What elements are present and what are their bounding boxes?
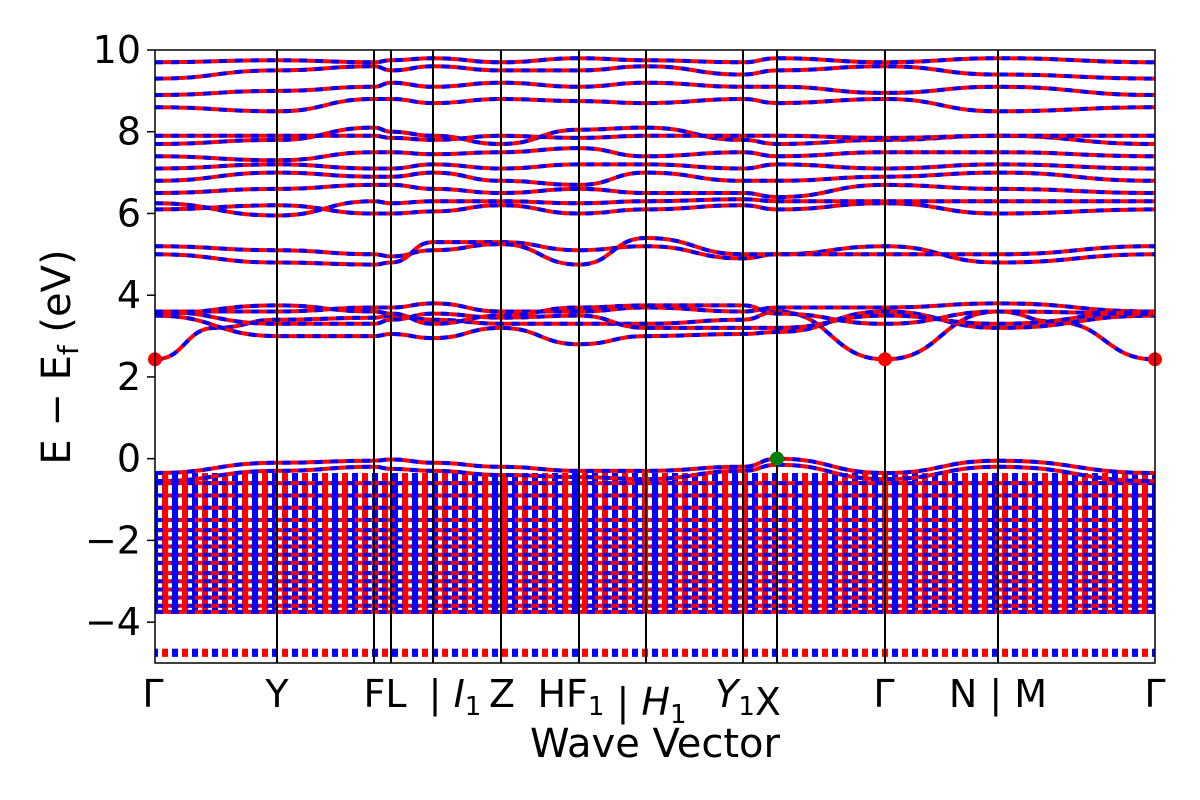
extrema-markers [148, 352, 1162, 466]
y-tick-label: −4 [85, 600, 141, 644]
x-tick-label: Y1X [715, 672, 781, 724]
x-tick-label-part: N | M [949, 672, 1047, 717]
y-tick-label: 0 [117, 437, 141, 481]
x-tick-label-part: Γ [142, 672, 163, 716]
plot-frame [154, 49, 1156, 664]
x-axis-label: Wave Vector [530, 721, 781, 767]
conduction-band-up [155, 235, 1155, 267]
x-tick-label-part: Z [489, 672, 515, 716]
x-tick-label: N | M [949, 672, 1047, 717]
x-tick-label-part: Γ [1144, 672, 1165, 716]
conduction-band-down [155, 303, 1155, 326]
x-tick-label-part: H [537, 672, 566, 716]
valence-band-manifold [155, 456, 1155, 614]
x-tick-label: HF1 | H1 [537, 672, 686, 730]
conduction-band-down [155, 201, 1155, 216]
x-tick-label-part: X [755, 680, 781, 724]
plot-area [155, 56, 1155, 657]
y-tick-label: 10 [93, 28, 141, 72]
x-tick-label-part: Y [264, 672, 289, 716]
y-axis-label-main: E − E [34, 355, 80, 465]
x-tick-label-part: Γ [873, 672, 894, 716]
conduction-band-down [155, 162, 1155, 171]
x-tick-label-part: 1 [465, 692, 482, 722]
x-tick-label-part: 1 [670, 700, 687, 730]
x-tick-label-part: H [641, 680, 670, 724]
conduction-band-down [155, 56, 1155, 65]
y-axis-label-subscript: f [52, 344, 85, 355]
deep-band [155, 648, 1155, 657]
conduction-band-down [155, 133, 1155, 142]
y-axis-ticks: −4 −2 0 2 4 6 8 10 [85, 28, 155, 644]
x-tick-label-part: | [604, 680, 641, 725]
conduction-band-down [155, 170, 1155, 187]
x-tick-label: Y [264, 672, 289, 716]
y-tick-label: 2 [117, 355, 141, 399]
conduction-band-down [155, 182, 1155, 200]
x-tick-label-part: F [566, 672, 588, 716]
y-axis-label-unit: (eV) [34, 249, 80, 345]
conduction-band-down [155, 240, 1155, 267]
x-tick-label: Γ [873, 672, 894, 716]
vbm-marker [770, 451, 784, 466]
y-tick-label: 8 [117, 110, 141, 154]
conduction-band-down [155, 64, 1155, 81]
x-tick-label: | I1 [429, 672, 482, 722]
y-tick-label: −2 [85, 518, 141, 562]
x-tick-label-part: 1 [588, 692, 605, 722]
valence-top-band-down [155, 462, 1155, 484]
x-tick-label-part: | [429, 672, 454, 717]
conduction-band-down [155, 197, 1155, 218]
conduction-band-down [155, 301, 1155, 314]
x-tick-label-part: FL [363, 672, 406, 716]
conduction-band-down [155, 96, 1155, 114]
y-axis-label: E − Ef (eV) [34, 249, 85, 464]
x-tick-label-part: 1 [738, 692, 755, 722]
conduction-band-down [155, 80, 1155, 97]
x-tick-label: Γ [142, 672, 163, 716]
cbm-marker [878, 352, 892, 367]
x-tick-label: FL [363, 672, 406, 716]
x-tick-label-part: Y [715, 672, 741, 716]
x-tick-label: Γ [1144, 672, 1165, 716]
valence-top-band-down [155, 456, 1155, 476]
conduction-bands [155, 56, 1155, 362]
conduction-band-down [155, 146, 1155, 163]
y-tick-label: 6 [117, 191, 141, 235]
y-tick-label: 4 [117, 273, 141, 317]
x-tick-label-part: I [454, 672, 465, 716]
x-tick-label: Z [489, 672, 515, 716]
